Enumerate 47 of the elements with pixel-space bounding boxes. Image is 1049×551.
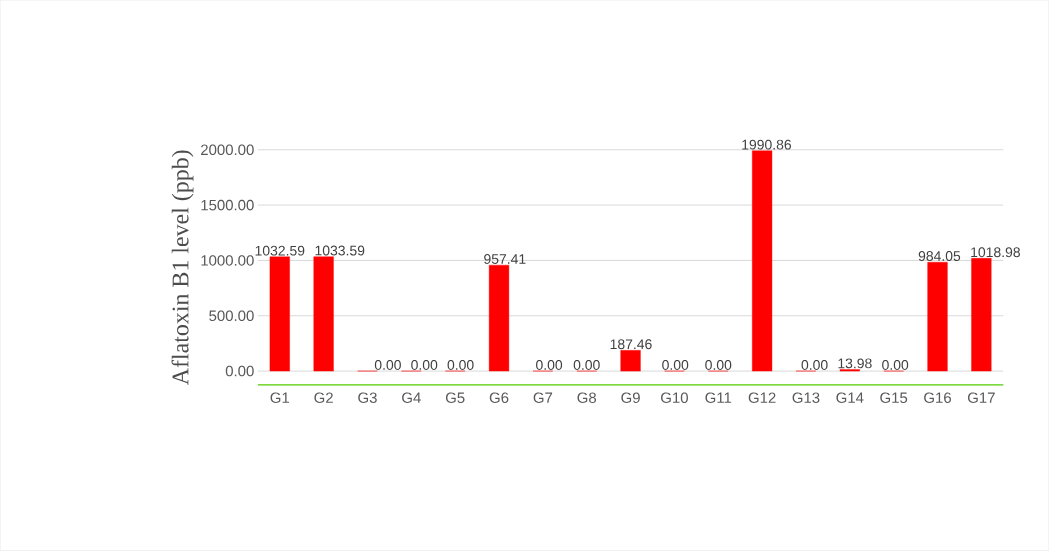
x-tick-label: G2 <box>314 392 333 404</box>
data-label: 1990.86 <box>742 139 792 150</box>
data-label: 984.05 <box>918 251 961 262</box>
data-label: 0.00 <box>573 360 600 371</box>
bar <box>313 256 334 372</box>
data-label: 1032.59 <box>255 245 305 256</box>
y-tick-label: 1000.00 <box>201 255 254 266</box>
x-tick-label: G6 <box>489 392 509 404</box>
y-axis-title: Aflatoxin B1 level (ppb) <box>171 150 194 386</box>
data-label: 187.46 <box>610 339 652 350</box>
bar <box>269 256 290 372</box>
x-tick-label: G14 <box>836 392 864 404</box>
x-tick-label: G16 <box>924 392 951 404</box>
x-tick-label: G12 <box>748 392 776 404</box>
data-label: 0.00 <box>705 360 732 371</box>
data-label: 0.00 <box>374 360 401 371</box>
bar <box>971 258 992 372</box>
x-tick-label: G17 <box>967 392 995 404</box>
x-tick-label: G4 <box>402 392 421 404</box>
data-label: 0.00 <box>882 360 909 371</box>
data-label: 1033.59 <box>315 245 365 256</box>
y-tick-label: 2000.00 <box>201 144 254 156</box>
y-tick-label: 1500.00 <box>201 199 254 211</box>
x-tick-label: G3 <box>358 392 377 404</box>
x-tick-label: G13 <box>792 392 820 404</box>
bar <box>620 350 641 372</box>
data-label: 0.00 <box>662 360 689 371</box>
x-tick-label: G5 <box>445 392 465 404</box>
data-label: 13.98 <box>838 358 872 369</box>
bar <box>927 262 948 372</box>
x-tick-label: G15 <box>880 392 908 404</box>
data-label: 0.00 <box>801 360 828 371</box>
x-tick-label: G10 <box>661 392 688 404</box>
y-tick-label: 0.00 <box>225 365 254 377</box>
data-label: 0.00 <box>447 360 474 371</box>
bar <box>488 265 510 372</box>
x-tick-label: G11 <box>705 392 732 404</box>
data-label: 1018.98 <box>971 247 1020 258</box>
x-tick-label: G1 <box>270 392 290 404</box>
x-tick-label: G7 <box>533 392 553 404</box>
data-label: 957.41 <box>484 254 526 265</box>
data-label: 0.00 <box>536 360 563 371</box>
y-tick-label: 500.00 <box>209 310 254 322</box>
x-tick-label: G8 <box>577 392 597 404</box>
data-label: 0.00 <box>411 360 438 371</box>
bar <box>752 150 773 372</box>
x-tick-label: G9 <box>621 392 640 404</box>
